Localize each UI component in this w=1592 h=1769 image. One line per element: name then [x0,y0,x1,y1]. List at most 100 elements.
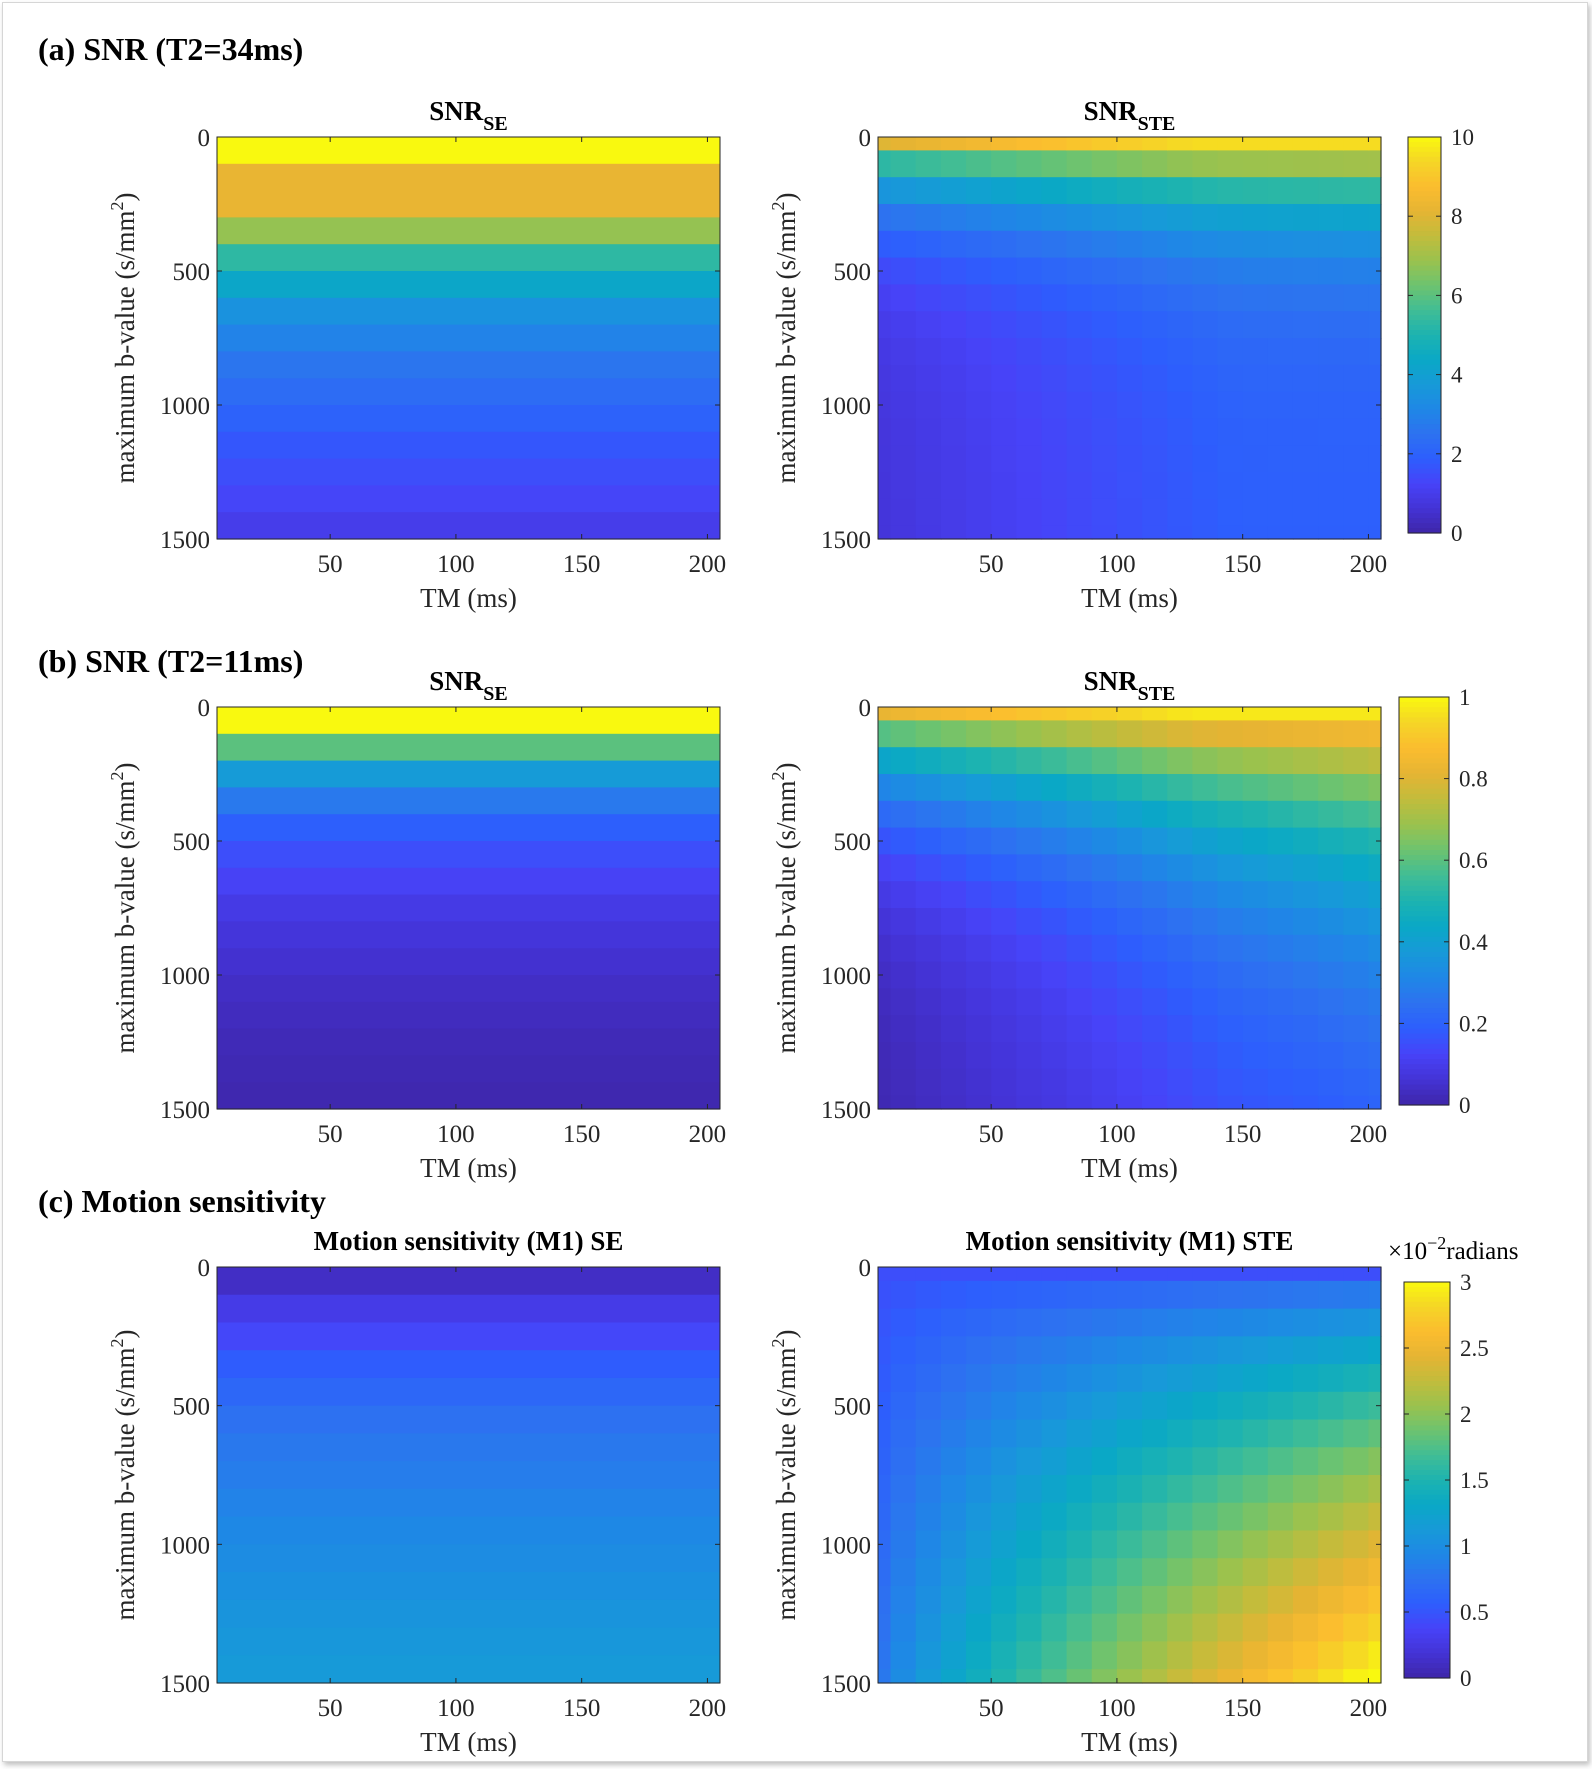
heatmap-cell [1041,1095,1068,1110]
colorbar-segment [1408,265,1441,272]
heatmap-cell [1016,1475,1043,1504]
heatmap-cell [1167,1336,1193,1365]
heatmap-cell [1192,364,1219,393]
heatmap-cell [1016,204,1043,232]
heatmap-cell [1192,1308,1219,1337]
x-tick-label: 50 [979,1121,1004,1148]
heatmap-cell [1318,747,1344,775]
colorbar-segment [1399,707,1449,713]
heatmap-cell [1242,418,1269,446]
heatmap-cell [1292,1280,1319,1310]
colorbar-tick-label: 3 [1460,1270,1472,1295]
heatmap-cell [1267,881,1294,909]
heatmap-cell [991,1095,1017,1110]
colorbar-segment [1408,399,1441,405]
heatmap-cell [1041,1391,1068,1421]
heatmap-cell [878,445,892,473]
colorbar-segment [1399,946,1449,953]
section-title-a: (a) SNR (T2=34ms) [38,31,303,67]
heatmap-cell [1066,934,1093,963]
heatmap-cell [1242,1585,1269,1615]
heatmap-cell [1318,1280,1344,1310]
colorbar-segment [1408,359,1441,366]
heatmap-cell [1343,391,1370,419]
heatmap-cell [1242,1267,1269,1282]
heatmap-cell [1242,1669,1269,1684]
heatmap-cell [1167,1558,1193,1587]
heatmap-cell [1091,391,1118,419]
colorbar-segment [1408,156,1441,163]
heatmap-cell [1016,284,1043,312]
y-axis-label-end: ) [771,193,801,202]
heatmap-cell [1242,177,1269,205]
colorbar-segment [1404,1470,1450,1476]
heatmap-cell [1242,1391,1269,1421]
colorbar-segment [1408,295,1441,301]
heatmap-cell [890,988,917,1016]
colorbar-segment [1404,1524,1450,1531]
colorbar-segment [1404,1519,1450,1526]
heatmap-cell [1292,391,1319,419]
heatmap-cell [1016,1308,1043,1337]
heatmap-cell [1192,800,1219,829]
heatmap-cell [1066,150,1093,178]
heatmap-cell [1142,230,1168,259]
heatmap-cell [1016,827,1043,855]
colorbar-tick-label: 0.6 [1459,848,1488,873]
heatmap-cell [1116,1419,1143,1448]
heatmap-cell [1242,854,1269,882]
heatmap-cell [1267,1613,1294,1642]
heatmap-cell [1368,1585,1382,1615]
heatmap-cell [1343,1447,1370,1476]
heatmap-cell [915,257,942,285]
heatmap-cell [1116,1015,1143,1043]
heatmap-cell [1267,230,1294,259]
heatmap-cell [1318,498,1344,527]
heatmap-cell [890,230,917,259]
heatmap-cell [878,311,892,339]
y-axis-label-sup: 2 [107,772,127,781]
heatmap-cell [966,1613,992,1642]
heatmap-cell [1041,1068,1068,1097]
heatmap-cell [1167,1447,1193,1476]
heatmap-cell [1091,908,1118,936]
heatmap-cell [217,814,720,842]
heatmap-cell [1016,774,1043,802]
y-tick-label: 1000 [160,393,210,420]
heatmap-cell [1091,1391,1118,1421]
heatmap-cell [991,747,1017,775]
y-axis-label: maximum b-value (s/mm2) [768,1330,801,1621]
colorbar-segment [1408,206,1441,212]
heatmap-cell [1343,1015,1370,1043]
colorbar-segment [1399,865,1449,871]
heatmap-cell [966,204,992,232]
heatmap-cell [966,854,992,882]
heatmap-cell [1343,1364,1370,1393]
colorbar-segment [1404,1400,1450,1407]
colorbar-segment [1408,191,1441,197]
heatmap-cell [1016,137,1043,151]
heatmap-cell [1267,1502,1294,1532]
heatmap-cell [1368,881,1382,909]
heatmap-cell [1267,1475,1294,1504]
heatmap-cell [940,525,967,540]
heatmap-cell [1318,908,1344,936]
y-axis-label: maximum b-value (s/mm2) [768,763,801,1054]
heatmap-cell [1116,364,1143,393]
heatmap-cell [890,1095,917,1110]
heatmap-cell [1242,230,1269,259]
colorbar-segment [1404,1455,1450,1461]
heatmap-cell [878,472,892,500]
x-axis-label: TM (ms) [420,1153,517,1183]
heatmap-cell [966,1280,992,1310]
colorbar-segment [1404,1286,1450,1293]
heatmap-cell [991,1267,1017,1282]
colorbar-segment [1404,1475,1450,1481]
heatmap-cell [1192,1502,1219,1532]
colorbar-segment [1408,453,1441,460]
heatmap-cell [1142,1558,1168,1587]
heatmap-cell [1267,284,1294,312]
heatmap-cell [1192,137,1219,151]
heatmap-cell [1267,472,1294,500]
heatmap-cell [940,934,967,963]
